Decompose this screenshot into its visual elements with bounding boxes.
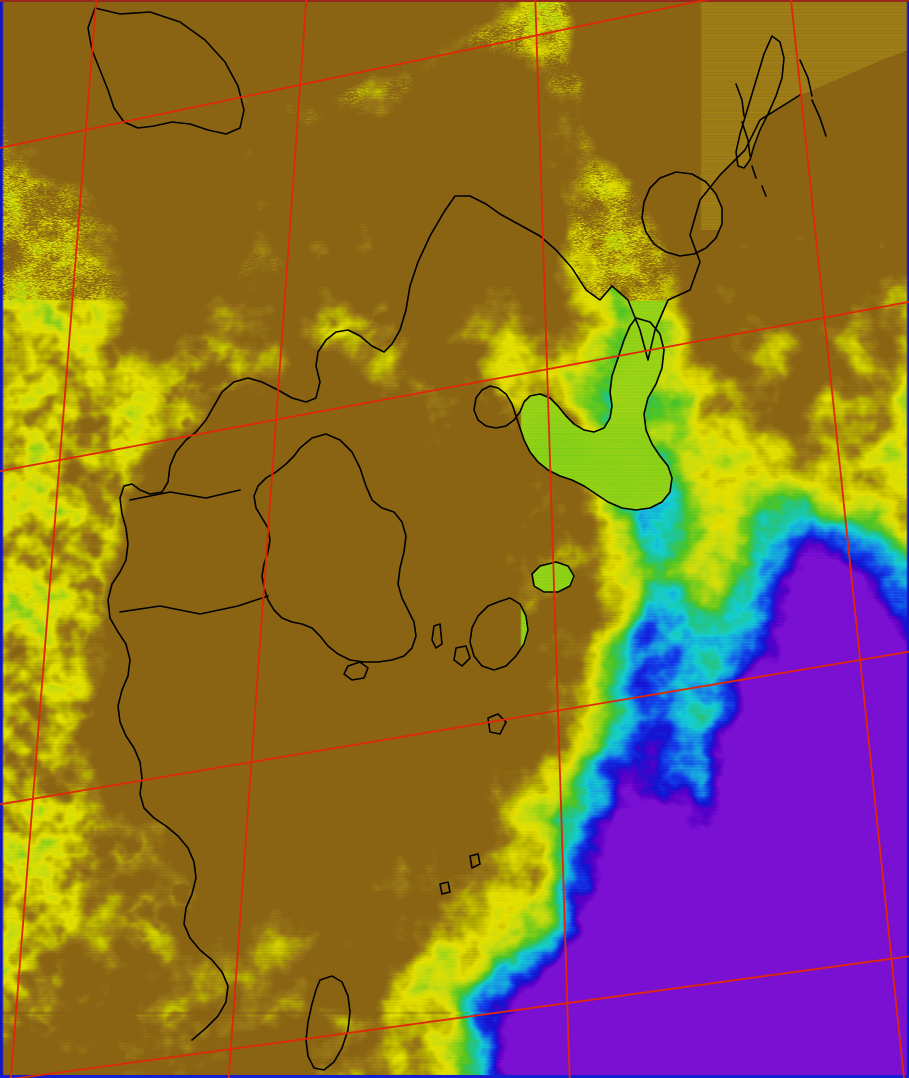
graticule-meridian-2 <box>227 0 308 1078</box>
graticule-parallel-1 <box>0 300 909 473</box>
graticule-parallel-2 <box>0 650 909 806</box>
graticule-meridian-4 <box>790 0 905 1078</box>
coastline-overlay <box>87 7 827 1071</box>
graticule-meridian-1 <box>9 0 98 1078</box>
graticule-parallel-4 <box>0 0 709 149</box>
graticule-parallel-3 <box>12 955 909 1078</box>
graticule-meridian-3 <box>534 0 571 1078</box>
